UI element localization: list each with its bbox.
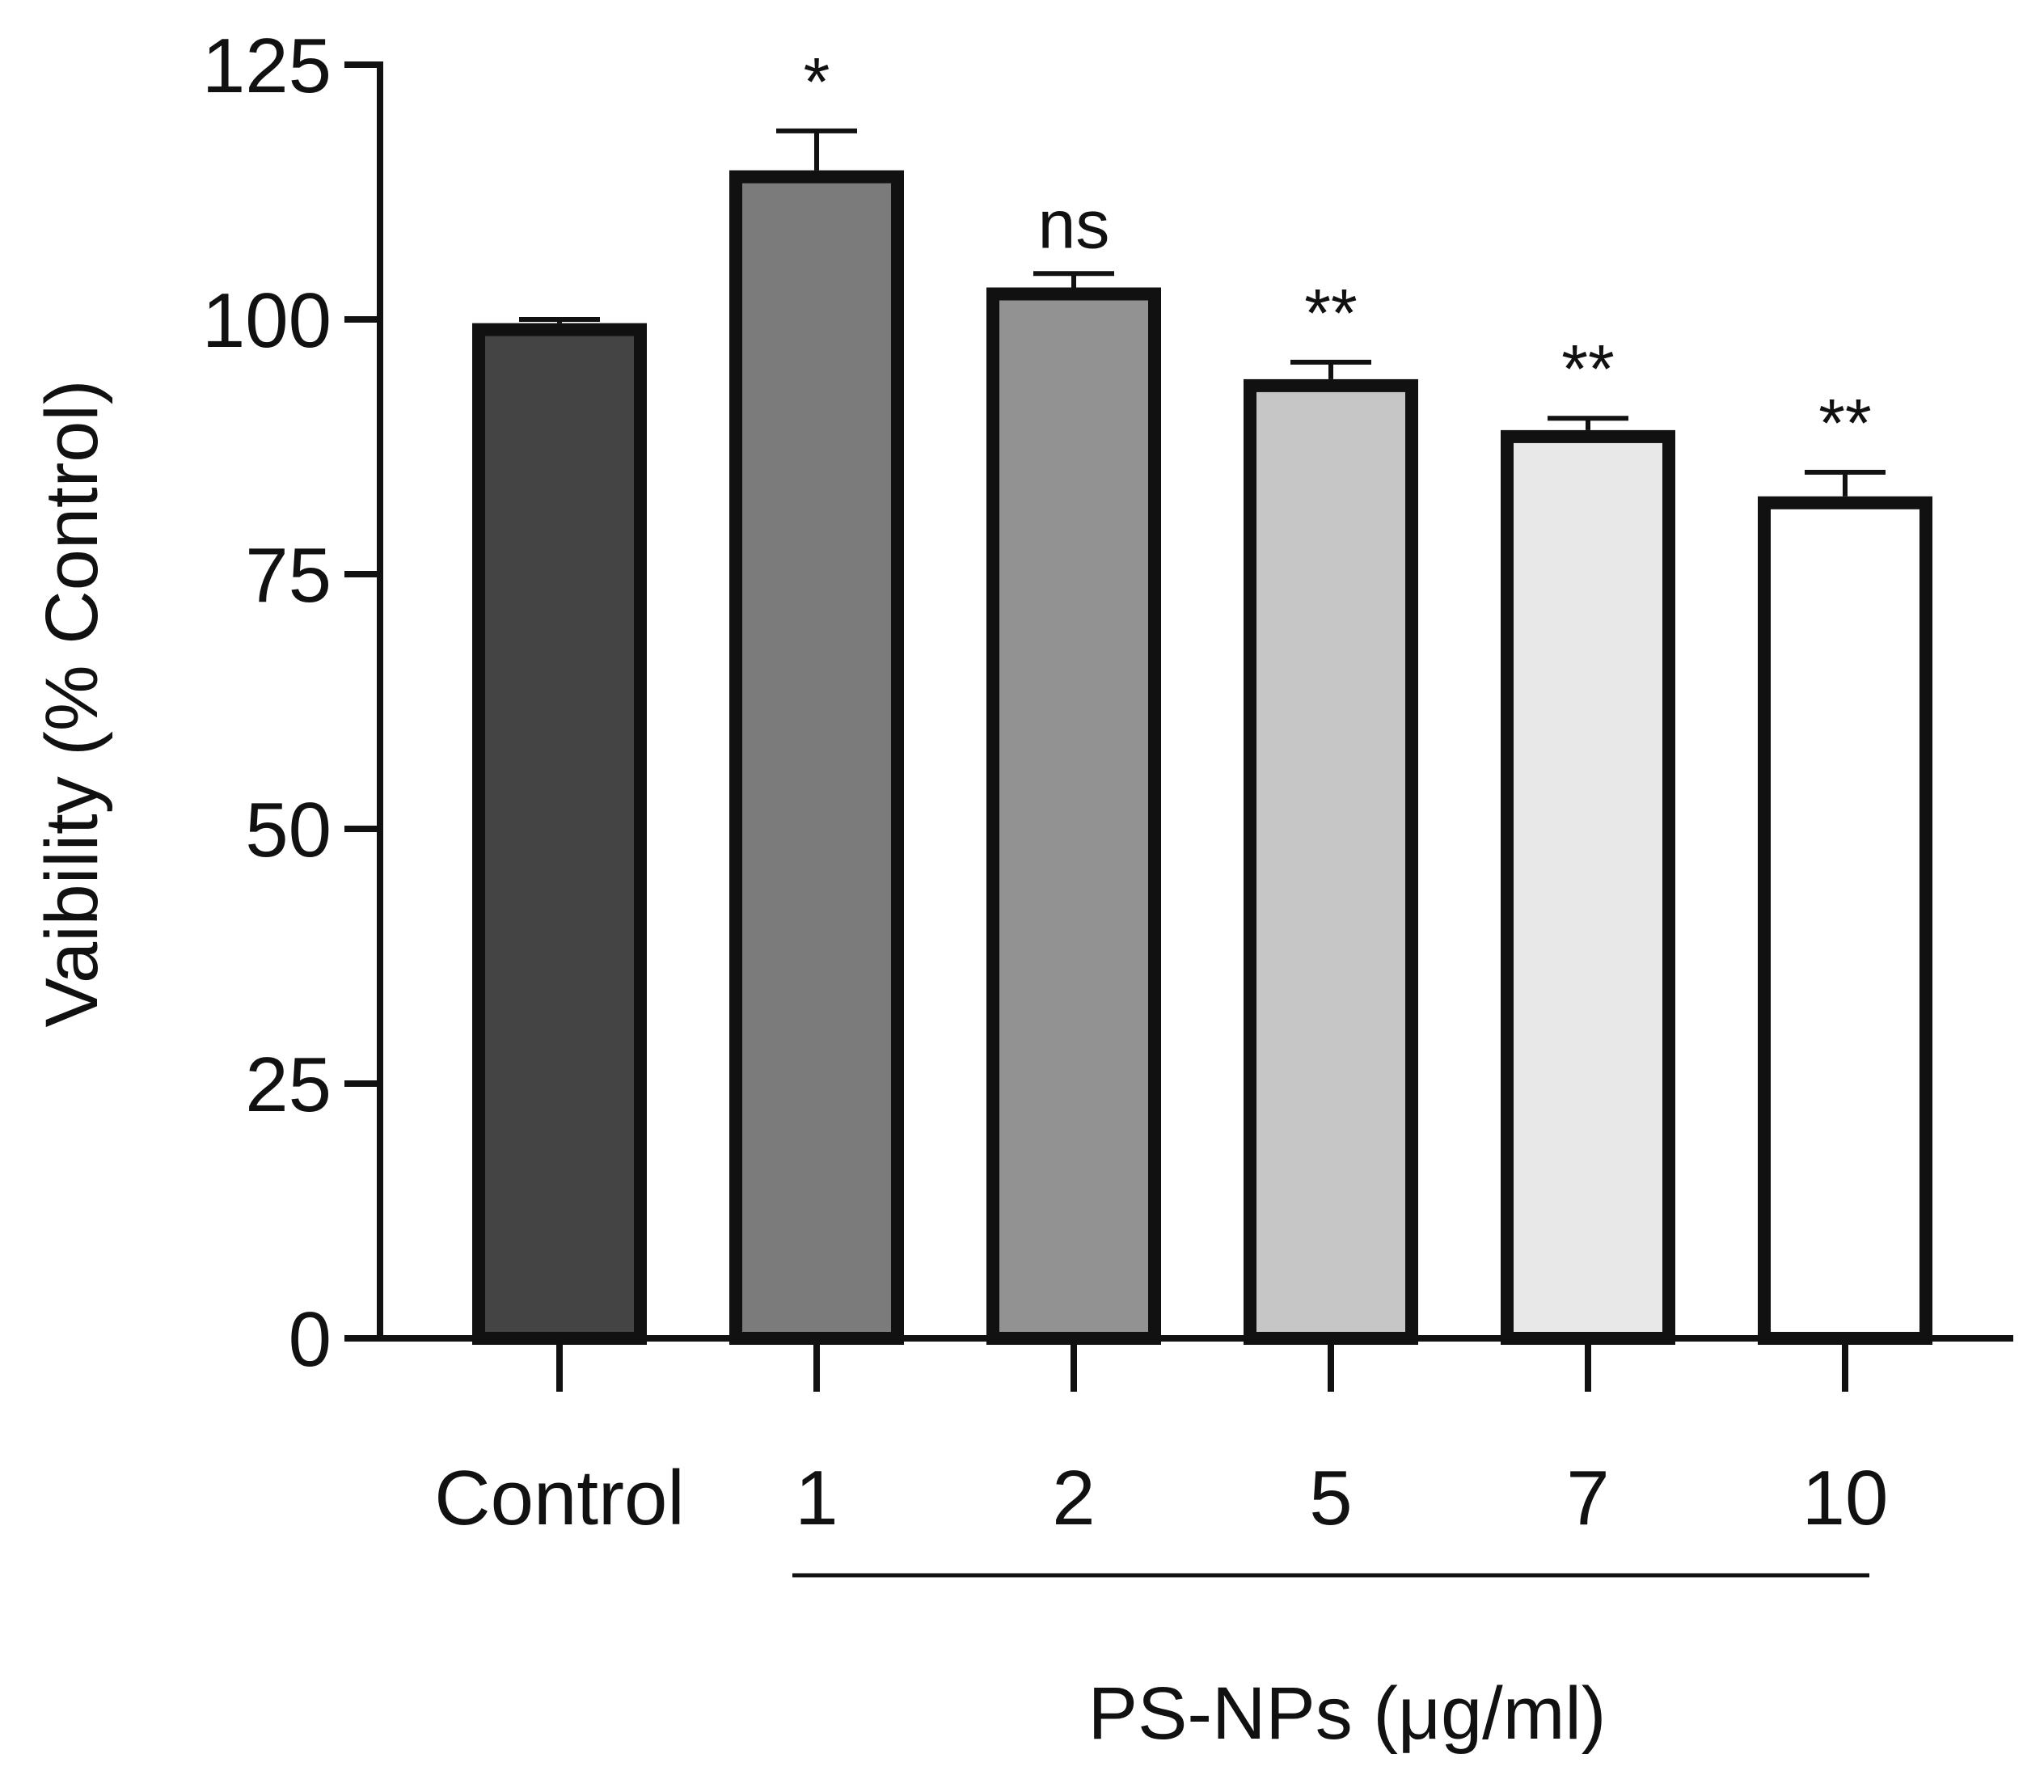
x-tick-label-10: 10 <box>1802 1455 1889 1541</box>
y-tick-label-25: 25 <box>245 1042 332 1128</box>
x-tick-label-2: 2 <box>1052 1455 1095 1541</box>
y-tick-label-100: 100 <box>202 277 332 364</box>
significance-label-10: ** <box>1818 385 1871 461</box>
significance-label-1: * <box>804 44 830 120</box>
bar-7 <box>1501 429 1675 1345</box>
significance-layer: * ns ** ** ** <box>804 44 1872 461</box>
x-ticks-layer: Control 1 2 5 7 10 <box>434 1338 1888 1541</box>
y-ticks-layer: 0 25 50 75 100 125 <box>202 23 380 1383</box>
x-tick-label-7: 7 <box>1566 1455 1609 1541</box>
y-tick-label-50: 50 <box>245 787 332 873</box>
significance-label-7: ** <box>1561 331 1614 407</box>
significance-label-2: ns <box>1038 186 1110 262</box>
x-axis-title: PS-NPs (μg/ml) <box>1088 1672 1607 1755</box>
axes-layer <box>377 61 2013 1342</box>
y-tick-label-75: 75 <box>245 532 332 619</box>
x-tick-label-control: Control <box>434 1455 684 1541</box>
y-tick-label-125: 125 <box>202 23 332 109</box>
x-tick-label-1: 1 <box>795 1455 838 1541</box>
x-tick-label-5: 5 <box>1309 1455 1352 1541</box>
bars-layer <box>472 170 1932 1346</box>
y-tick-label-0: 0 <box>289 1296 332 1383</box>
error-bars-layer <box>519 128 1886 497</box>
bar-10 <box>1758 496 1932 1345</box>
bar-1 <box>729 170 904 1346</box>
y-axis-title: Vaibility (% Control) <box>31 380 113 1028</box>
bar-control <box>472 323 647 1346</box>
bar-5 <box>1244 378 1418 1345</box>
significance-label-5: ** <box>1304 275 1357 351</box>
bar-2 <box>986 287 1161 1345</box>
